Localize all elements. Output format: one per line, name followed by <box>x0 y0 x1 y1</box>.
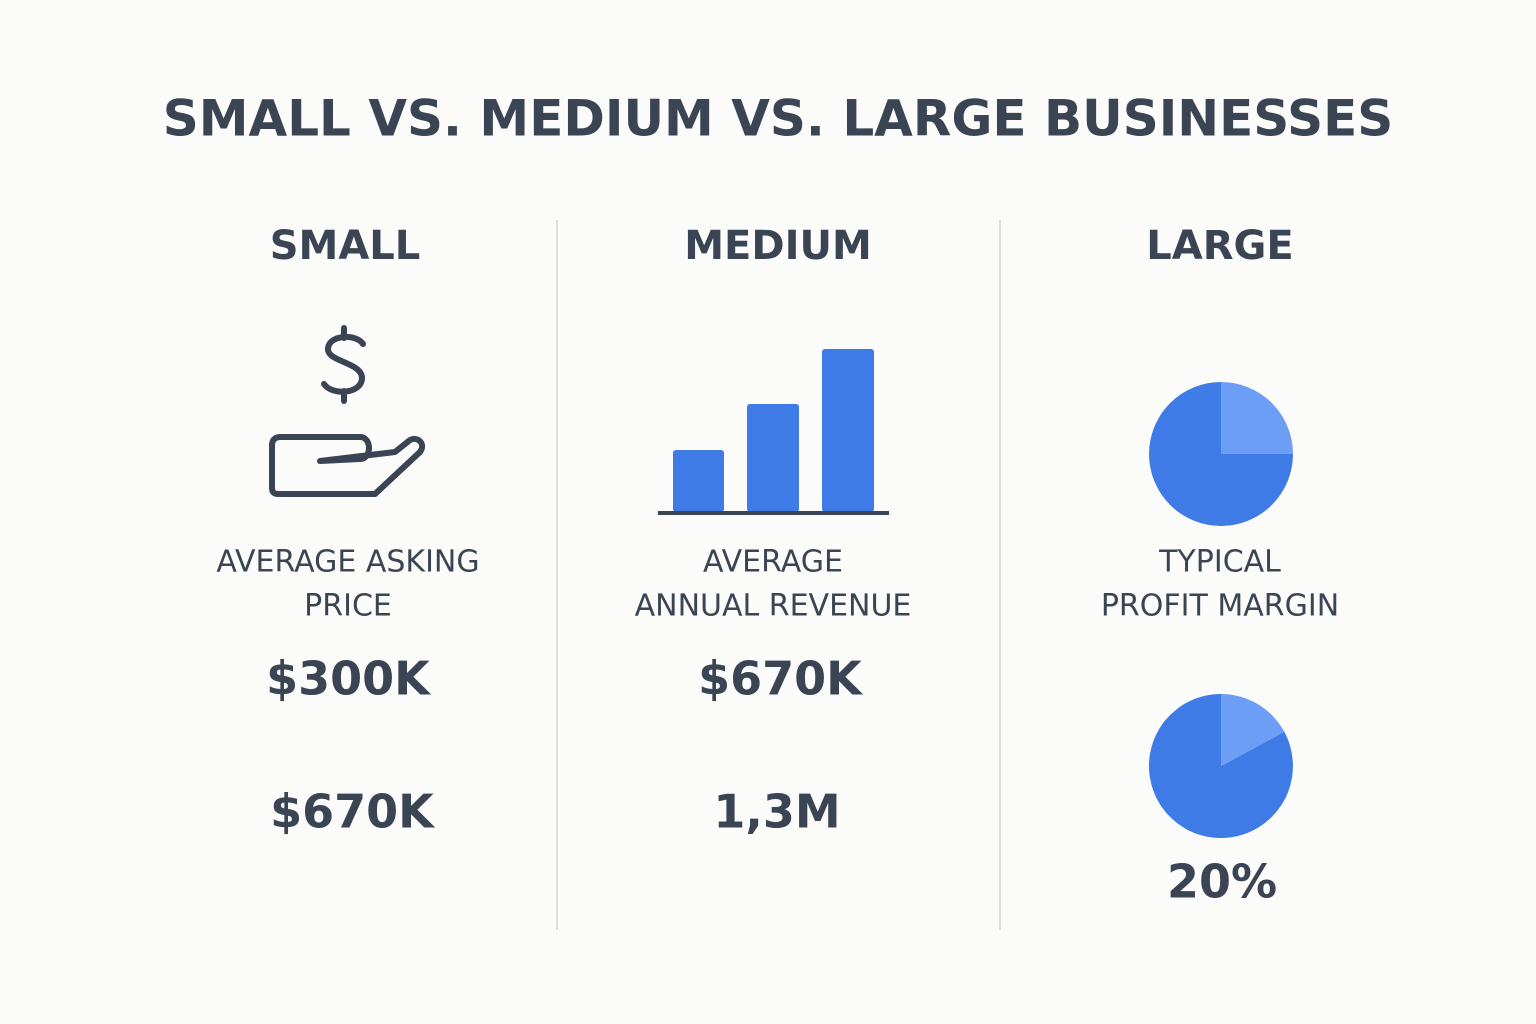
page-title: SMALL VS. MEDIUM VS. LARGE BUSINESSES <box>163 90 1394 148</box>
pie-slice <box>1221 382 1293 454</box>
metric-value: 1,3M <box>713 785 840 839</box>
metric-label: AVERAGE <box>703 545 843 580</box>
column-heading: SMALL <box>270 223 421 269</box>
metric-value: 20% <box>1167 855 1277 909</box>
metric-label: ANNUAL REVENUE <box>635 589 912 624</box>
icon-bar <box>673 450 724 512</box>
metric-label: TYPICAL <box>1158 545 1281 580</box>
money-hand-icon <box>269 325 426 497</box>
pie-slice <box>1148 694 1293 839</box>
column-heading: MEDIUM <box>684 223 872 269</box>
icon-bar <box>822 349 874 512</box>
metric-value: $670K <box>698 652 864 706</box>
hand <box>269 434 426 497</box>
pie-icon <box>1148 694 1293 839</box>
pie-slice <box>1221 694 1285 766</box>
pie-icon <box>1149 382 1293 526</box>
metric-value: $670K <box>270 785 436 839</box>
column-heading: LARGE <box>1146 223 1293 269</box>
metric-value: $300K <box>266 652 432 706</box>
icon-bar <box>747 404 799 512</box>
metric-label: AVERAGE ASKING <box>216 545 479 580</box>
metric-label: PRICE <box>304 589 392 624</box>
metric-label: PROFIT MARGIN <box>1101 589 1339 624</box>
bar-chart-icon <box>658 349 889 515</box>
